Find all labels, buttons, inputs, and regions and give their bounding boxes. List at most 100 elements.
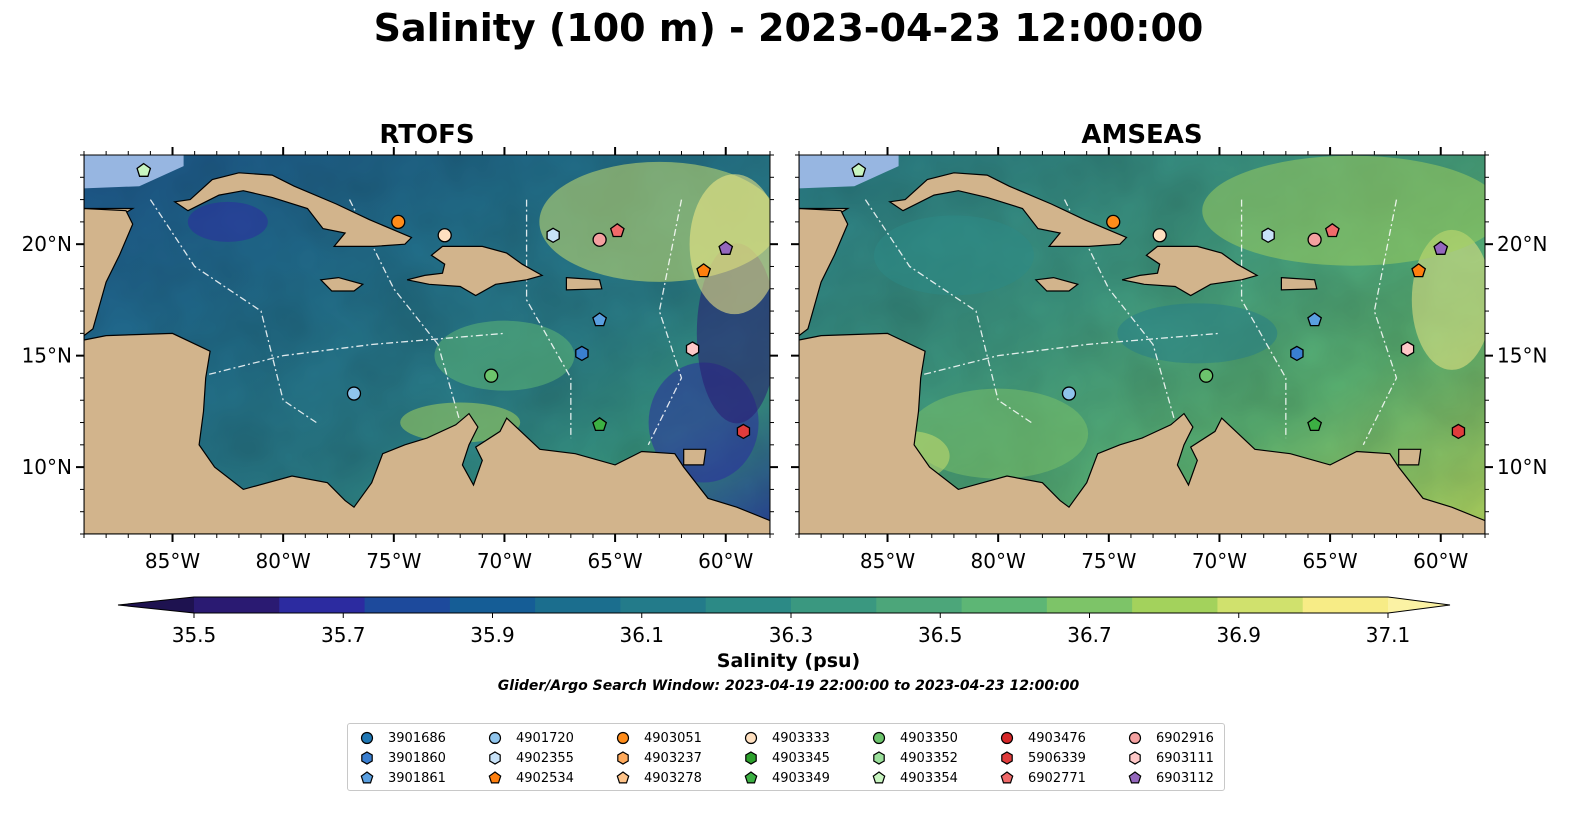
colorbar-bin [1302, 597, 1389, 613]
land-cuba [888, 172, 1128, 247]
colorbar-bin [620, 597, 707, 613]
colorbar-tick-label: 36.3 [769, 623, 814, 647]
circle-marker-icon [1128, 731, 1142, 745]
circle-marker-icon [616, 731, 630, 745]
circle-marker-icon [488, 731, 502, 745]
float-marker-4903350 [1199, 368, 1214, 383]
salinity-patch [908, 388, 1089, 479]
colorbar-tick-label: 35.5 [172, 623, 217, 647]
hexagon-marker-icon [1129, 751, 1141, 765]
lon-tick-label: 65°W [1302, 549, 1357, 573]
land-yucatan [799, 207, 849, 337]
eez-boundary [194, 332, 505, 379]
legend-label: 4903350 [900, 731, 958, 746]
legend-label: 5906339 [1028, 751, 1086, 766]
salinity-patch [187, 201, 268, 242]
lon-tick-label: 85°W [145, 549, 200, 573]
map-frame [83, 154, 771, 535]
salinity-patch [689, 174, 770, 315]
colorbar-tick-label: 35.7 [321, 623, 366, 647]
eez-boundary [149, 199, 317, 424]
lon-tick-label: 80°W [256, 549, 311, 573]
circle-marker-icon [744, 731, 758, 745]
eez-boundary [647, 199, 683, 446]
colorbar-bin [194, 597, 280, 613]
pentagon-marker-icon [360, 771, 374, 784]
panel-title-amseas: AMSEAS [1081, 120, 1203, 150]
circle-marker-icon [872, 731, 886, 745]
float-marker-4903051 [391, 214, 406, 230]
land-cuba [173, 172, 413, 247]
ocean-gulf [799, 155, 899, 189]
eez-boundary [909, 332, 1220, 379]
pentagon-marker-icon [616, 771, 630, 784]
float-marker-6903112 [718, 240, 734, 255]
float-marker-6902916 [592, 232, 607, 247]
lon-tick-label: 75°W [1081, 549, 1136, 573]
colorbar: 35.5 35.7 35.9 36.1 36.3 36.5 36.7 36.9 37.1 [117, 596, 1451, 647]
legend-label: 4903333 [772, 731, 830, 746]
float-marker-4903333 [1152, 228, 1167, 243]
colorbar-extend-high [1388, 597, 1450, 613]
legend-label: 4903051 [644, 731, 702, 746]
legend-label: 4901720 [516, 731, 574, 746]
colorbar-bin [364, 597, 451, 613]
colorbar-tick-label: 36.9 [1216, 623, 1261, 647]
colorbar-tick-label: 35.9 [470, 623, 515, 647]
float-marker-6903111 [1400, 341, 1415, 357]
float-marker-6902916 [1307, 232, 1322, 247]
colorbar-bin [705, 597, 792, 613]
lon-tick-label: 80°W [971, 549, 1026, 573]
lon-tick-label: 65°W [587, 549, 642, 573]
salinity-patch [434, 320, 575, 391]
colorbar-bin [961, 597, 1048, 613]
eez-boundary [864, 199, 1032, 424]
land-trinidad [1398, 448, 1422, 466]
land-hispaniola [1121, 245, 1259, 297]
float-marker-6903112 [1433, 240, 1449, 255]
float-marker-4902355 [546, 227, 560, 244]
legend-label: 3901861 [388, 771, 446, 786]
search-window-note: Glider/Argo Search Window: 2023-04-19 22… [497, 678, 1080, 694]
map-panel-amseas: 85°W 80°W 75°W 70°W 65°W 60°W 10°N 15°N 20°N [791, 147, 1547, 573]
salinity-patch [873, 215, 1034, 296]
legend-label: 4903237 [644, 751, 702, 766]
float-marker-4903051 [1106, 214, 1121, 230]
float-marker-6902771 [609, 222, 625, 238]
float-marker-4903333 [437, 228, 452, 243]
lat-tick-label: 15°N [22, 344, 72, 368]
colorbar-bin [1046, 597, 1133, 613]
hexagon-marker-icon [489, 751, 501, 765]
colorbar-tick-label: 36.1 [619, 623, 664, 647]
legend-label: 4902355 [516, 751, 574, 766]
legend-label: 3901686 [388, 731, 446, 746]
colorbar-bin [449, 597, 536, 613]
legend-label: 4903354 [900, 771, 958, 786]
float-marker-5906339 [736, 423, 751, 440]
float-marker-3901861 [592, 312, 608, 327]
circle-marker-icon [360, 731, 374, 745]
salinity-patch [1411, 229, 1485, 370]
land-honduras-nicaragua [84, 332, 770, 534]
salinity-patch [1202, 155, 1485, 266]
hexagon-marker-icon [1001, 751, 1013, 765]
pentagon-marker-icon [1128, 771, 1142, 784]
colorbar-bin [279, 597, 366, 613]
lat-tick-label: 10°N [22, 455, 72, 479]
colorbar-bin [1217, 597, 1304, 613]
float-marker-6902771 [1324, 222, 1340, 238]
legend-label: 4903352 [900, 751, 958, 766]
lat-tick-label: 20°N [1497, 232, 1547, 256]
legend-label: 6903111 [1156, 751, 1214, 766]
lat-tick-label: 10°N [1497, 455, 1547, 479]
land-puerto-rico [565, 276, 603, 291]
legend-label: 6902916 [1156, 731, 1214, 746]
legend: 3901686 3901860 3901861 4901720 4902355 49025… [347, 723, 1225, 791]
pentagon-marker-icon [744, 771, 758, 784]
lon-tick-label: 75°W [366, 549, 421, 573]
lon-tick-label: 60°W [1413, 549, 1468, 573]
float-marker-4903349 [592, 417, 608, 432]
circle-marker-icon [1000, 731, 1014, 745]
lon-tick-label: 60°W [698, 549, 753, 573]
